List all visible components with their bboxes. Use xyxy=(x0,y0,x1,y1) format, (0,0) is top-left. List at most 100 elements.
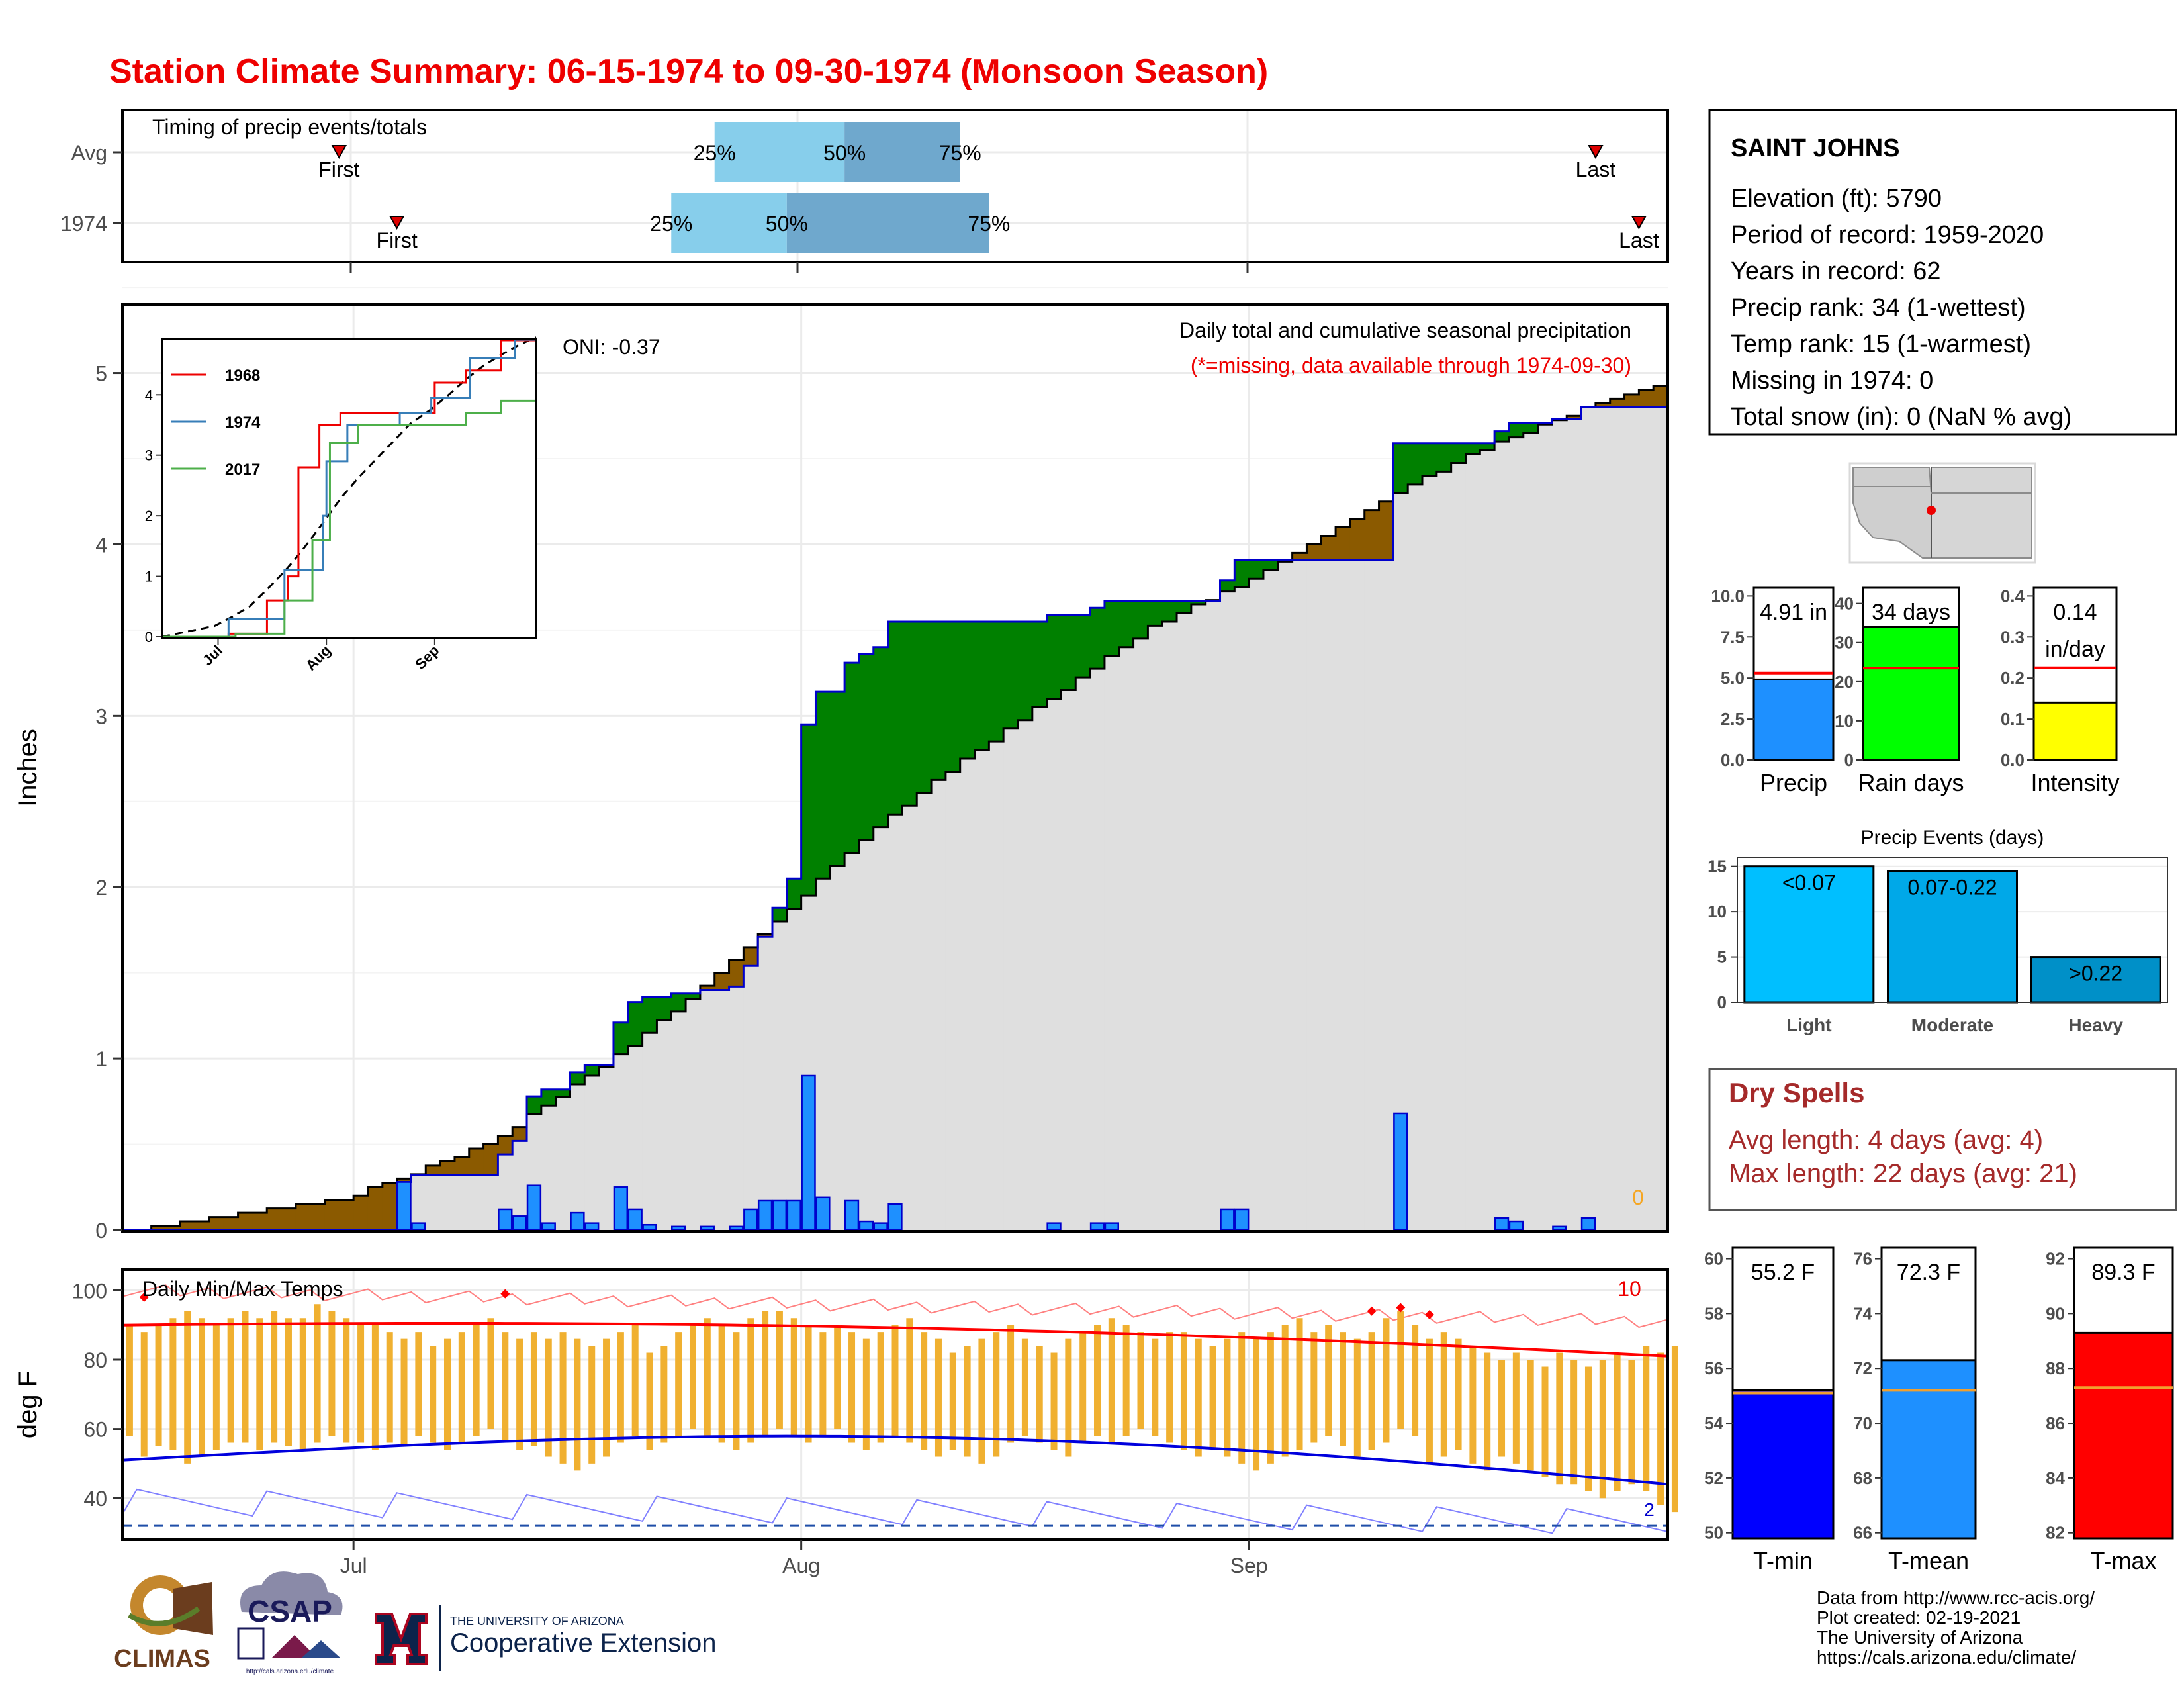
cum-base-fill xyxy=(642,1033,657,1230)
cum-above-avg-fill xyxy=(815,692,831,879)
cum-base-fill xyxy=(1133,638,1148,1230)
small-panel-label: T-min xyxy=(1753,1547,1813,1574)
small-panel-bar xyxy=(1862,626,1960,761)
page-title: Station Climate Summary: 06-15-1974 to 0… xyxy=(109,52,1268,91)
precip-ytick-label: 0 xyxy=(95,1219,107,1243)
cum-base-fill xyxy=(743,966,758,1230)
inset-ytick-label: 1 xyxy=(145,569,153,585)
oni-label: ONI: -0.37 xyxy=(563,335,660,359)
temp-panel: 40 60 80 100 deg F Daily Min/Max Temps 10 2… xyxy=(13,1268,1678,1577)
timing-last-label: Last xyxy=(1619,228,1659,252)
cum-base-fill xyxy=(1581,407,1596,1231)
cum-base-fill xyxy=(1364,559,1380,1230)
cum-base-fill xyxy=(1508,437,1524,1230)
events-frame xyxy=(1737,857,2168,1003)
small-panel-ytick-label: 0.4 xyxy=(2001,586,2025,606)
cum-above-avg-fill xyxy=(1451,443,1466,463)
daily-precip-bar xyxy=(1234,1208,1250,1231)
normal-min-line xyxy=(122,1434,1668,1486)
cum-above-avg-fill xyxy=(1118,600,1134,647)
inset-series-1968 xyxy=(162,339,536,638)
dry-spells-avg: Avg length: 4 days (avg: 4) xyxy=(1729,1125,2043,1154)
cum-base-fill xyxy=(657,1019,672,1230)
timing-last-marker xyxy=(1631,216,1647,230)
temp-ytick-label: 80 xyxy=(83,1348,107,1372)
cum-above-avg-fill xyxy=(1436,443,1452,472)
precip-panel: 0 1 2 3 4 5 Inches Daily total and cumulative… xyxy=(13,287,1669,1243)
small-panel-ytick-label: 50 xyxy=(1704,1523,1723,1543)
record-high-marker xyxy=(1396,1303,1406,1313)
cum-base-fill xyxy=(1639,407,1654,1231)
cum-below-avg-fill xyxy=(367,1187,383,1230)
small-panel-ytick-label: 82 xyxy=(2046,1523,2065,1543)
daily-precip-bar xyxy=(1494,1217,1510,1231)
small-panel-ytick-label: 90 xyxy=(2046,1303,2065,1323)
temp-ytick-label: 100 xyxy=(72,1279,107,1303)
daily-precip-bar xyxy=(1046,1222,1062,1231)
events-bar-label: 0.07-0.22 xyxy=(1907,876,1997,900)
precip-ytick-label: 5 xyxy=(95,362,107,386)
cum-base-fill xyxy=(1552,420,1567,1230)
normal-max-line xyxy=(122,1321,1668,1358)
climas-logo: CLIMAS xyxy=(114,1575,213,1673)
daily-precip-bar xyxy=(541,1222,556,1231)
cum-below-avg-fill xyxy=(483,1144,498,1176)
events-bar-label: <0.07 xyxy=(1782,871,1836,895)
cum-above-avg-fill xyxy=(642,996,657,1033)
small-panel-ytick-label: 0.3 xyxy=(2001,627,2025,647)
cum-below-avg-fill xyxy=(426,1165,441,1176)
small-panel-ytick-label: 92 xyxy=(2046,1249,2065,1269)
month-tick-label: Aug xyxy=(782,1554,820,1577)
cum-below-avg-fill xyxy=(1653,385,1668,408)
cum-above-avg-fill xyxy=(1249,559,1264,579)
cum-base-fill xyxy=(931,780,946,1230)
cum-base-fill xyxy=(1205,600,1221,1230)
timing-q25-label: 25% xyxy=(694,141,736,165)
small-panel-ytick-label: 30 xyxy=(1835,633,1854,653)
cum-base-fill xyxy=(729,986,744,1230)
cum-below-avg-fill xyxy=(195,1221,210,1230)
events-ytick-label: 15 xyxy=(1707,857,1727,876)
cum-base-fill xyxy=(1494,442,1510,1230)
cum-base-fill xyxy=(671,1011,686,1230)
cum-below-avg-fill xyxy=(208,1217,224,1230)
cum-above-avg-fill xyxy=(1393,443,1408,493)
cum-above-avg-fill xyxy=(570,1072,585,1084)
cum-below-avg-fill xyxy=(700,986,715,990)
small-panel-bar xyxy=(1880,1359,1977,1540)
footer-credits: Data from http://www.rcc-acis.org/ Plot … xyxy=(1817,1587,2095,1667)
daily-precip-bar xyxy=(584,1222,600,1231)
cum-below-avg-fill xyxy=(1624,394,1639,408)
small-panel-ytick-label: 76 xyxy=(1853,1249,1872,1269)
cum-base-fill xyxy=(1451,463,1466,1231)
avg-cumulative-line xyxy=(122,385,1668,1231)
cum-above-avg-fill xyxy=(1003,621,1019,729)
timing-row-label-avg: Avg xyxy=(71,141,107,165)
daily-precip-bar xyxy=(498,1208,513,1231)
cum-base-fill xyxy=(613,1054,629,1230)
cum-base-fill xyxy=(426,1175,441,1230)
cum-base-fill xyxy=(1465,454,1480,1230)
cum-base-fill xyxy=(555,1097,570,1230)
record-high-line xyxy=(122,1284,1668,1329)
daily-precip-bar xyxy=(1220,1208,1235,1231)
cum-base-fill xyxy=(1624,407,1639,1231)
timing-iqr-lower xyxy=(714,122,845,182)
cum-base-fill xyxy=(1249,579,1264,1230)
station-period: Period of record: 1959-2020 xyxy=(1731,221,2044,249)
ua-name-big: Cooperative Extension xyxy=(450,1628,716,1658)
small-panel-value-unit: in/day xyxy=(2045,637,2105,662)
timing-panel-frame xyxy=(121,109,1669,263)
cum-base-fill xyxy=(1220,591,1235,1230)
cum-below-avg-fill xyxy=(238,1213,253,1230)
daily-precip-bar xyxy=(729,1225,744,1231)
small-panel-ytick-label: 74 xyxy=(1853,1303,1872,1323)
timing-iqr-lower xyxy=(671,193,787,253)
small-panel-value: 0.14 xyxy=(2053,600,2097,625)
cum-base-fill xyxy=(1379,559,1394,1230)
events-bar xyxy=(1887,870,2018,1004)
cum-below-avg-fill xyxy=(440,1161,455,1176)
timing-first-marker xyxy=(388,216,405,230)
cum-base-fill xyxy=(469,1175,484,1230)
